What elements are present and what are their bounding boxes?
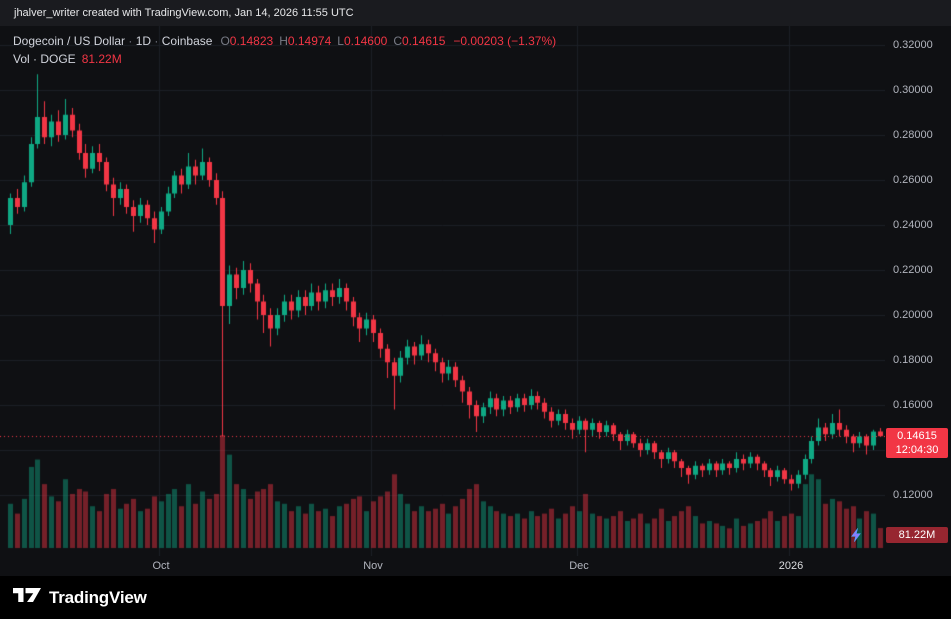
price-axis-label: 0.32000	[893, 39, 933, 51]
footer-bar: TradingView	[0, 576, 951, 619]
price-axis-label: 0.16000	[893, 399, 933, 411]
candlestick-chart-canvas[interactable]	[0, 26, 885, 556]
current-volume-badge: 81.22M	[886, 527, 948, 543]
time-axis-label-2026: 2026	[778, 560, 804, 572]
lightning-icon	[849, 527, 865, 543]
open-label: O	[220, 34, 230, 48]
ohlc-open: O0.14823	[220, 34, 273, 48]
change-value: −0.00203 (−1.37%)	[453, 34, 557, 48]
symbol-title[interactable]: Dogecoin / US Dollar	[13, 34, 126, 48]
ohlc-low: L0.14600	[337, 34, 387, 48]
high-value: 0.14974	[287, 34, 332, 48]
price-axis-label: 0.20000	[893, 309, 933, 321]
close-label: C	[393, 34, 402, 48]
exchange-label[interactable]: Coinbase	[161, 34, 213, 48]
ohlc-high: H0.14974	[279, 34, 331, 48]
ohlc-close: C0.14615	[393, 34, 445, 48]
chart-region: Dogecoin / US Dollar · 1D · Coinbase O0.1…	[0, 26, 951, 576]
high-label: H	[279, 34, 288, 48]
close-value: 0.14615	[402, 34, 446, 48]
bar-countdown: 12:04:30	[895, 444, 939, 456]
price-axis-label: 0.18000	[893, 354, 933, 366]
time-axis-label-nov: Nov	[363, 560, 383, 572]
time-axis[interactable]: Oct Nov Dec 2026	[0, 556, 951, 576]
current-volume-value: 81.22M	[898, 529, 936, 541]
tradingview-brand-text[interactable]: TradingView	[49, 587, 147, 607]
legend-separator: ·	[125, 34, 136, 48]
interval-label[interactable]: 1D	[135, 34, 152, 48]
price-axis-label: 0.12000	[893, 489, 933, 501]
volume-label[interactable]: Vol · DOGE	[13, 52, 76, 66]
current-price-value: 0.14615	[897, 430, 937, 442]
price-axis-label: 0.24000	[893, 219, 933, 231]
symbol-legend: Dogecoin / US Dollar · 1D · Coinbase O0.1…	[13, 32, 556, 68]
time-axis-label-oct: Oct	[152, 560, 170, 572]
price-axis[interactable]: 0.32000 0.30000 0.28000 0.26000 0.24000 …	[885, 26, 951, 556]
tradingview-logo-icon[interactable]	[13, 587, 41, 608]
current-price-badge: 0.14615 12:04:30	[886, 428, 948, 458]
time-axis-label-dec: Dec	[569, 560, 589, 572]
attribution-bar: jhalver_writer created with TradingView.…	[0, 0, 951, 26]
price-axis-label: 0.30000	[893, 84, 933, 96]
legend-row-volume: Vol · DOGE 81.22M	[13, 50, 556, 68]
price-axis-label: 0.26000	[893, 174, 933, 186]
legend-row-symbol: Dogecoin / US Dollar · 1D · Coinbase O0.1…	[13, 32, 556, 50]
price-axis-label: 0.28000	[893, 129, 933, 141]
price-axis-label: 0.22000	[893, 264, 933, 276]
legend-separator: ·	[151, 34, 162, 48]
low-value: 0.14600	[343, 34, 388, 48]
open-value: 0.14823	[229, 34, 274, 48]
attribution-text: jhalver_writer created with TradingView.…	[14, 7, 354, 19]
low-label: L	[337, 34, 344, 48]
volume-value: 81.22M	[81, 52, 122, 66]
